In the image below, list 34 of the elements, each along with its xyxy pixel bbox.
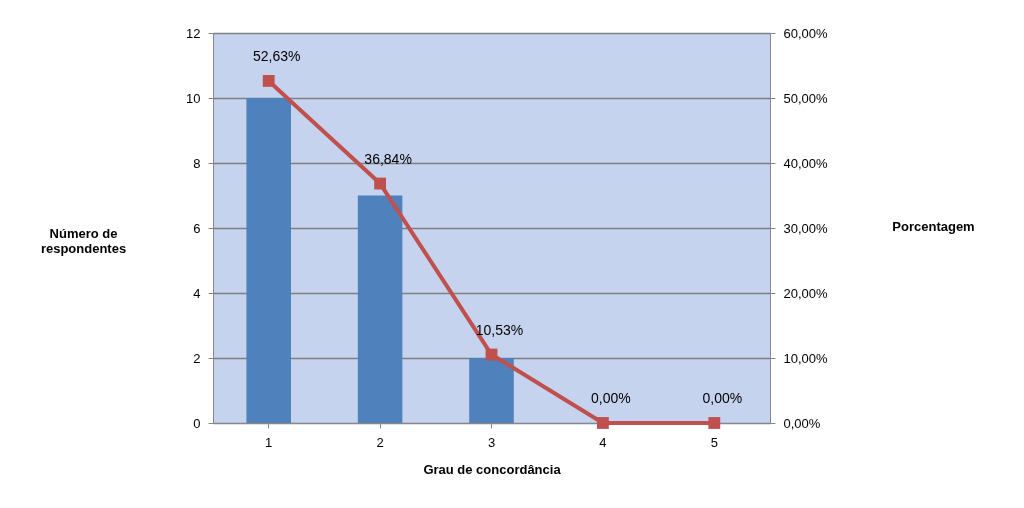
x-tick-label: 3 bbox=[487, 434, 496, 450]
y-tick-label: 0 bbox=[193, 415, 201, 431]
x-tick-label: 5 bbox=[710, 434, 718, 450]
x-axis-title: Grau de concordância bbox=[423, 461, 562, 477]
data-label: 0,00% bbox=[702, 390, 743, 406]
y2-tick-label: 50,00% bbox=[783, 90, 829, 106]
y-tick-label: 8 bbox=[193, 155, 201, 171]
y-axis-title: Número de respondentes bbox=[40, 225, 127, 256]
x-tick-label: 2 bbox=[376, 434, 384, 450]
y-tick-label: 10 bbox=[186, 90, 201, 106]
bar bbox=[469, 358, 514, 423]
y2-tick-label: 10,00% bbox=[783, 350, 829, 366]
y2-tick-label: 30,00% bbox=[783, 220, 829, 236]
point bbox=[262, 74, 275, 87]
y-tick-label: 6 bbox=[193, 220, 201, 236]
y2-tick-label: 20,00% bbox=[783, 285, 829, 301]
data-label: 52,63% bbox=[252, 47, 301, 64]
x-tick-label: 4 bbox=[599, 434, 607, 450]
y2-axis-title: Porcentagem bbox=[892, 218, 975, 234]
point bbox=[708, 417, 721, 429]
y-tick-label: 2 bbox=[193, 350, 201, 366]
y-tick-label: 12 bbox=[186, 25, 201, 41]
y2-tick-label: 0,00% bbox=[783, 415, 821, 431]
y-tick-label: 4 bbox=[193, 285, 201, 301]
y2-tick-label: 40,00% bbox=[783, 155, 829, 171]
data-label: 10,53% bbox=[475, 321, 524, 338]
data-label: 36,84% bbox=[364, 150, 412, 167]
y2-tick-label: 60,00% bbox=[783, 25, 829, 41]
x-tick-label: 1 bbox=[265, 434, 273, 450]
point bbox=[596, 417, 609, 429]
bar bbox=[246, 98, 291, 423]
point bbox=[374, 177, 387, 190]
data-label: 0,00% bbox=[591, 390, 631, 406]
bar bbox=[357, 195, 403, 423]
